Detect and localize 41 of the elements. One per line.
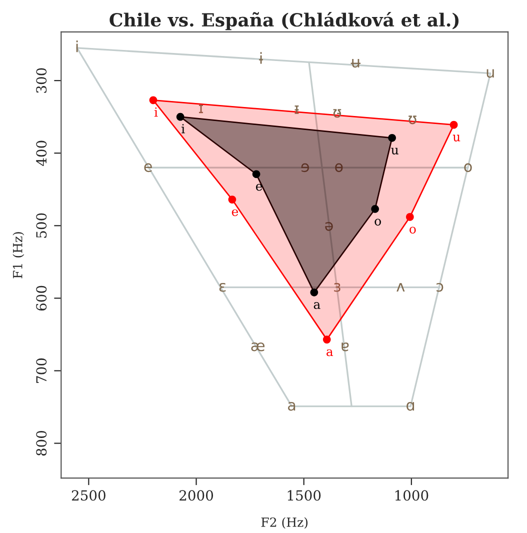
y-tick-label: 500: [36, 213, 47, 238]
annotation: u: [486, 68, 494, 78]
annotation: ɵ: [335, 163, 343, 172]
data-label: o: [410, 226, 416, 234]
annotation: i: [76, 40, 78, 52]
x-tick-label: 1500: [288, 490, 321, 501]
data-label: e: [256, 184, 262, 191]
annotation: e: [144, 163, 152, 172]
annotation: ɛ: [219, 282, 226, 292]
annotation: o: [464, 163, 472, 172]
annotation: ɪ: [199, 104, 203, 114]
annotation: a: [288, 402, 296, 411]
data-label: i: [182, 124, 185, 134]
x-tick-label: 1000: [395, 490, 428, 501]
data-label: u: [391, 148, 398, 155]
y-tick-label: 600: [36, 286, 47, 311]
data-label: o: [374, 218, 381, 226]
annotation: æ: [251, 342, 264, 352]
annotation: ɑ: [406, 402, 414, 411]
annotation: ɘ: [301, 163, 310, 172]
y-tick-label: 700: [36, 358, 47, 383]
annotation: ɔ: [436, 282, 444, 292]
annotation: ʉ: [350, 59, 361, 68]
y-axis-title: F1 (Hz): [12, 232, 24, 278]
data-label: a: [314, 302, 320, 310]
x-tick-label: 2500: [72, 490, 106, 501]
y-tick-label: 800: [36, 430, 47, 456]
data-label: a: [326, 349, 334, 356]
y-tick-label: 300: [36, 68, 47, 93]
x-axis-title: F2 (Hz): [261, 517, 308, 529]
annotation: ʌ: [396, 283, 405, 292]
y-tick-label: 400: [36, 140, 47, 166]
data-label: u: [452, 134, 460, 142]
annotation: ə: [325, 222, 333, 231]
annotation: ɨ: [259, 52, 263, 64]
data-label: e: [232, 209, 238, 216]
annotation: ɐ: [342, 342, 349, 352]
annotation: ɜ: [334, 282, 340, 292]
chart-title: Chile vs. España (Chládková et al.): [110, 12, 459, 30]
x-tick-label: 2000: [180, 490, 214, 501]
data-label: i: [154, 107, 158, 117]
